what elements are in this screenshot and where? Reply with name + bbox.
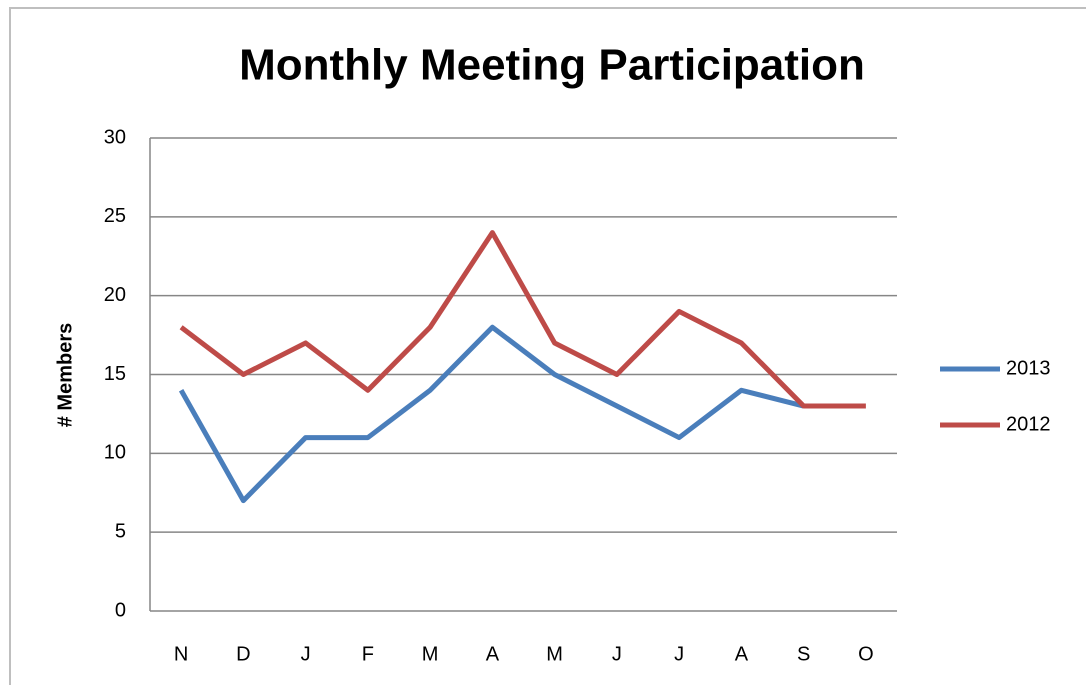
y-tick-label: 25	[104, 205, 126, 227]
x-tick-label: F	[362, 643, 374, 665]
y-axis-label: # Members	[54, 323, 76, 428]
y-tick-label: 5	[115, 520, 126, 542]
y-tick-label: 30	[104, 126, 126, 148]
series-line	[178, 324, 805, 504]
x-tick-label: D	[236, 643, 250, 665]
series-line	[179, 230, 866, 409]
x-tick-label: J	[674, 643, 684, 665]
y-tick-label: 0	[115, 599, 126, 621]
legend-label: 2012	[1006, 413, 1051, 435]
x-tick-label: A	[486, 643, 500, 665]
x-tick-label: N	[174, 643, 188, 665]
legend-label: 2013	[1006, 357, 1051, 379]
x-tick-label: M	[422, 643, 439, 665]
y-tick-label: 15	[104, 363, 126, 385]
x-tick-label: J	[301, 643, 311, 665]
y-tick-label: 10	[104, 442, 126, 464]
chart-frame	[9, 7, 1086, 685]
x-tick-label: S	[797, 643, 810, 665]
chart-title: Monthly Meeting Participation	[239, 41, 865, 90]
x-tick-label: M	[546, 643, 563, 665]
y-tick-label: 20	[104, 284, 126, 306]
x-tick-label: A	[735, 643, 749, 665]
x-tick-label: J	[612, 643, 622, 665]
x-tick-label: O	[858, 643, 874, 665]
